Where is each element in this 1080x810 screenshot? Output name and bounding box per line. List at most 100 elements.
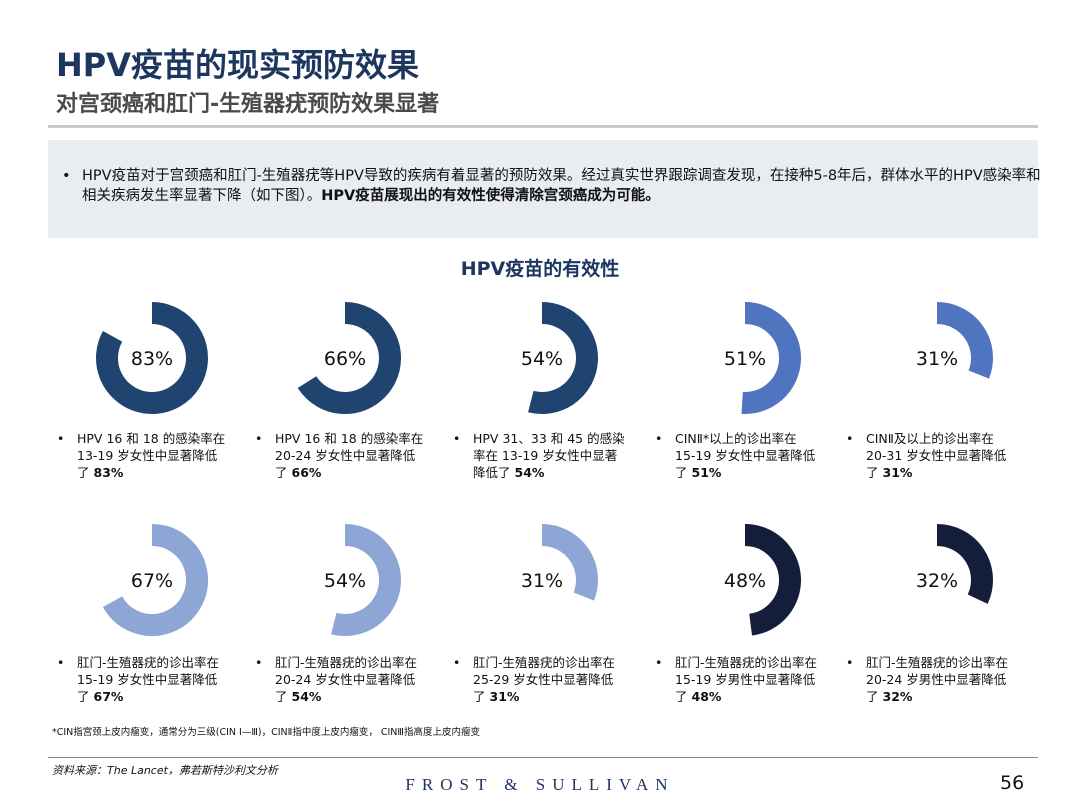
description-line: 了 31% — [866, 464, 1006, 481]
description-text: 了 — [77, 465, 90, 480]
description-line: 13-19 岁女性中显著降低 — [77, 447, 225, 464]
donut-arc — [102, 524, 208, 636]
intro-bold: HPV疫苗展现出的有效性使得清除宫颈癌成为可能。 — [321, 188, 660, 204]
description-text: 20-24 岁男性中显著降低 — [866, 672, 1007, 687]
description-text: CINⅡ*以上的诊出率在 — [675, 431, 797, 446]
description-text: 13-19 岁女性中显著降低 — [77, 448, 218, 463]
description-value: 54% — [291, 689, 322, 704]
description-text: 肛门-生殖器疣的诊出率在 — [866, 655, 1009, 670]
description-text: CINⅡ及以上的诊出率在 — [866, 431, 994, 446]
donut-arc — [297, 302, 401, 414]
donut-arc — [96, 302, 208, 414]
donut-label: 54% — [324, 570, 366, 592]
description-text: 15-19 岁男性中显著降低 — [675, 672, 816, 687]
donut-label: 32% — [916, 570, 958, 592]
donut-label: 54% — [521, 348, 563, 370]
description-value: 83% — [93, 465, 124, 480]
description-text: 了 — [675, 689, 688, 704]
description-line: 了 48% — [675, 688, 817, 705]
description-value: 32% — [882, 689, 913, 704]
description-text: 25-29 岁女性中显著降低 — [473, 672, 614, 687]
description-line: 肛门-生殖器疣的诊出率在 — [675, 654, 817, 671]
description-text: HPV 16 和 18 的感染率在 — [275, 431, 424, 446]
description-text: 了 — [275, 465, 288, 480]
description-line: HPV 16 和 18 的感染率在 — [275, 430, 423, 447]
description-line: 肛门-生殖器疣的诊出率在 — [275, 654, 417, 671]
donut-label: 51% — [724, 348, 766, 370]
description-line: 肛门-生殖器疣的诊出率在 — [77, 654, 219, 671]
donut-arc — [741, 302, 801, 414]
description-text: 20-24 岁女性中显著降低 — [275, 448, 416, 463]
description-line: HPV 31、33 和 45 的感染 — [473, 430, 625, 447]
description-text: 肛门-生殖器疣的诊出率在 — [275, 655, 418, 670]
description-value: 66% — [291, 465, 322, 480]
description-line: 了 66% — [275, 464, 423, 481]
donut-label: 66% — [324, 348, 366, 370]
description-text: 肛门-生殖器疣的诊出率在 — [77, 655, 220, 670]
description-line: 了 51% — [675, 464, 815, 481]
donut-arc — [936, 524, 993, 604]
description-line: 15-19 岁男性中显著降低 — [675, 671, 817, 688]
description-line: 率在 13-19 岁女性中显著 — [473, 447, 625, 464]
description-text: 15-19 岁女性中显著降低 — [675, 448, 816, 463]
section-title: HPV疫苗的有效性 — [460, 258, 620, 280]
description-line: CINⅡ及以上的诊出率在 — [866, 430, 1006, 447]
description-text: 了 — [275, 689, 288, 704]
divider — [48, 757, 1038, 758]
description-text: 率在 13-19 岁女性中显著 — [473, 448, 618, 463]
description-line: 20-24 岁女性中显著降低 — [275, 671, 417, 688]
donut-label: 31% — [916, 348, 958, 370]
description-line: 25-29 岁女性中显著降低 — [473, 671, 615, 688]
donut-arc — [331, 524, 401, 636]
source: 资料来源：The Lancet，弗若斯特沙利文分析 — [52, 764, 278, 777]
description-line: 20-24 岁女性中显著降低 — [275, 447, 423, 464]
description-text: 了 — [866, 465, 879, 480]
description-value: 67% — [93, 689, 124, 704]
title: HPV疫苗的现实预防效果 — [56, 46, 420, 84]
donut-arc — [744, 524, 801, 636]
donut-label: 48% — [724, 570, 766, 592]
description-line: CINⅡ*以上的诊出率在 — [675, 430, 815, 447]
intro: HPV疫苗对于宫颈癌和肛门-生殖器疣等HPV导致的疾病有着显著的预防效果。经过真… — [62, 166, 1052, 206]
description-text: 降低了 — [473, 465, 511, 480]
description-line: 降低了 54% — [473, 464, 625, 481]
description-line: 肛门-生殖器疣的诊出率在 — [866, 654, 1008, 671]
description-text: 15-19 岁女性中显著降低 — [77, 672, 218, 687]
description-text: 20-24 岁女性中显著降低 — [275, 672, 416, 687]
description-text: 了 — [675, 465, 688, 480]
footnote: *CIN指宫颈上皮内瘤变，通常分为三级(CIN Ⅰ—Ⅲ)，CINⅡ指中度上皮内瘤… — [52, 727, 480, 738]
description-value: 54% — [514, 465, 545, 480]
logo: FROST & SULLIVAN — [405, 775, 675, 794]
description-value: 51% — [691, 465, 722, 480]
description-value: 48% — [691, 689, 722, 704]
donut-arc — [528, 302, 598, 414]
description-text: 肛门-生殖器疣的诊出率在 — [473, 655, 616, 670]
description-text: 20-31 岁女性中显著降低 — [866, 448, 1007, 463]
intro-text: HPV疫苗对于宫颈癌和肛门-生殖器疣等HPV导致的疾病有着显著的预防效果。经过真… — [82, 168, 1041, 204]
description-line: 了 31% — [473, 688, 615, 705]
description-text: 肛门-生殖器疣的诊出率在 — [675, 655, 818, 670]
page-number: 56 — [1000, 772, 1025, 794]
description-line: 了 83% — [77, 464, 225, 481]
description-line: 了 54% — [275, 688, 417, 705]
donut-label: 31% — [521, 570, 563, 592]
description-text: 了 — [77, 689, 90, 704]
description-text: 了 — [866, 689, 879, 704]
description-line: 了 32% — [866, 688, 1008, 705]
donut-label: 83% — [131, 348, 173, 370]
subtitle: 对宫颈癌和肛门-生殖器疣预防效果显著 — [56, 92, 440, 117]
description-text: HPV 16 和 18 的感染率在 — [77, 431, 226, 446]
description-line: 15-19 岁女性中显著降低 — [77, 671, 219, 688]
